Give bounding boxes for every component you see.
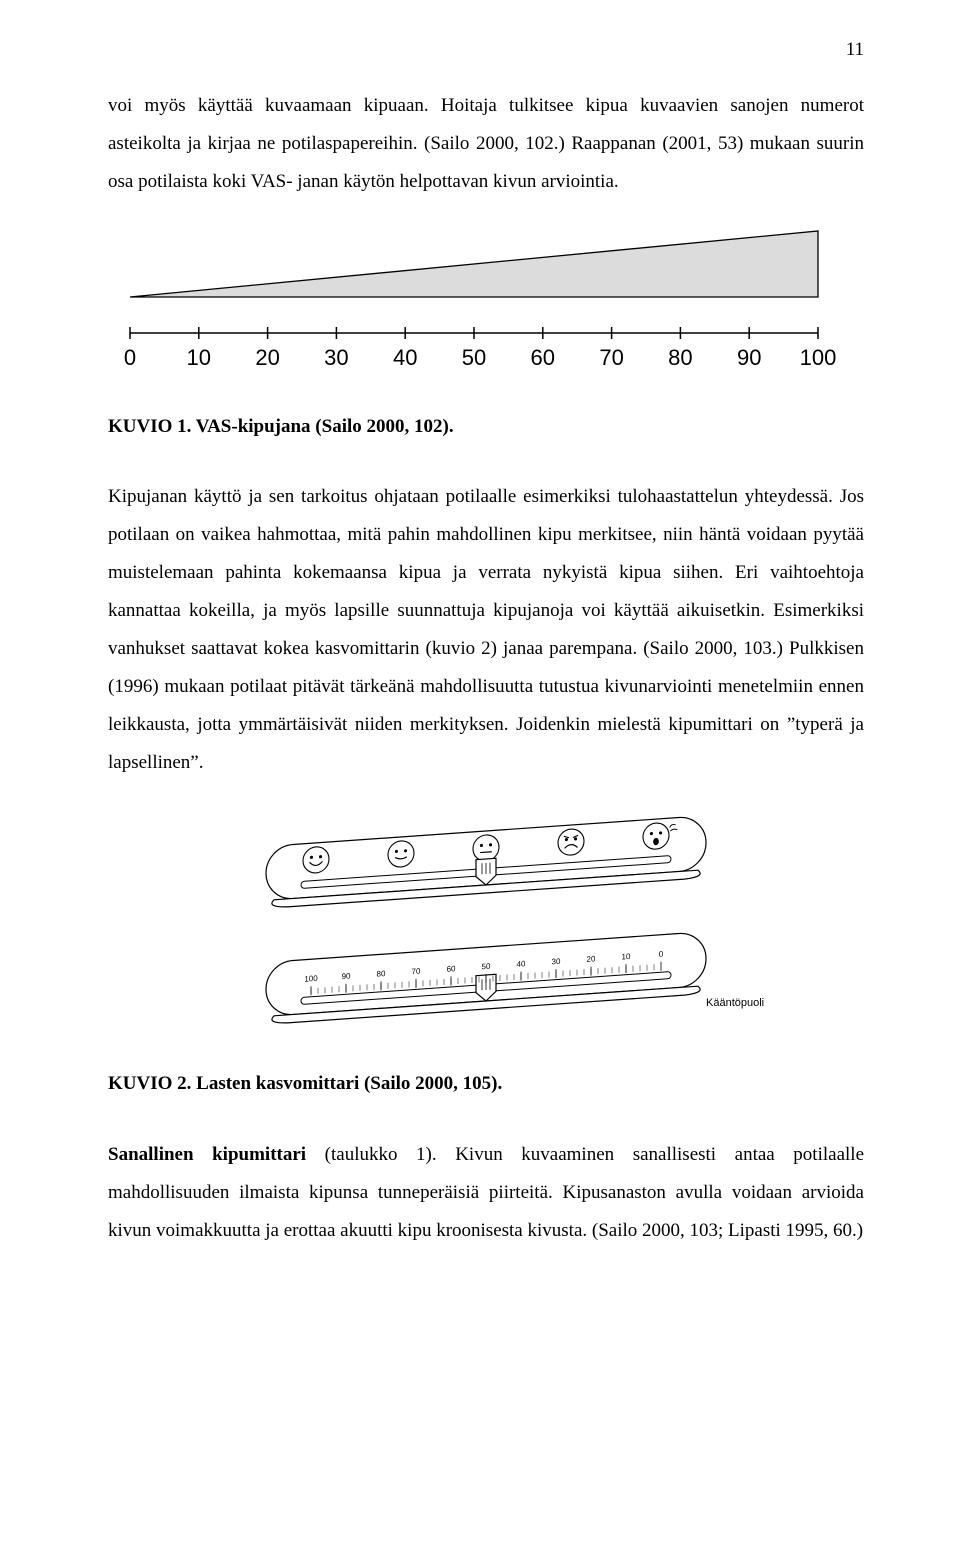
svg-text:40: 40 [517,960,526,970]
vas-wedge [130,231,818,297]
svg-text:30: 30 [324,345,348,370]
svg-text:80: 80 [668,345,692,370]
svg-text:80: 80 [377,969,386,979]
figure-2-caption: KUVIO 2. Lasten kasvomittari (Sailo 2000… [108,1069,864,1099]
svg-text:70: 70 [599,345,623,370]
svg-text:50: 50 [462,345,486,370]
svg-text:10: 10 [187,345,211,370]
figure-2-caption-text: KUVIO 2. Lasten kasvomittari (Sailo 2000… [108,1073,502,1094]
svg-text:Kääntöpuoli: Kääntöpuoli [706,997,764,1009]
svg-text:20: 20 [255,345,279,370]
svg-text:60: 60 [447,964,456,974]
svg-text:70: 70 [412,967,421,977]
figure-2-face-meter: 1009080706050403020100Kääntöpuoli [108,806,864,1051]
svg-text:0: 0 [124,345,136,370]
svg-text:100: 100 [800,345,837,370]
svg-text:30: 30 [552,957,561,967]
paragraph-3-lead: Sanallinen kipumittari [108,1144,306,1165]
figure-1-caption: KUVIO 1. VAS-kipujana (Sailo 2000, 102). [108,412,864,442]
svg-text:20: 20 [587,955,596,965]
vas-tick-labels: 0 10 20 30 40 50 60 70 80 90 100 [124,345,836,370]
svg-text:50: 50 [482,962,491,972]
svg-text:60: 60 [531,345,555,370]
paragraph-1: voi myös käyttää kuvaamaan kipuaan. Hoit… [108,87,864,201]
figure-1-caption-text: KUVIO 1. VAS-kipujana (Sailo 2000, 102). [108,416,454,437]
svg-text:90: 90 [342,972,351,982]
svg-text:100: 100 [304,974,318,984]
svg-text:40: 40 [393,345,417,370]
svg-text:0: 0 [659,950,664,959]
svg-text:10: 10 [622,952,631,962]
paragraph-3: Sanallinen kipumittari (taulukko 1). Kiv… [108,1136,864,1250]
figure-1-vas-scale: 0 10 20 30 40 50 60 70 80 90 100 [108,225,864,394]
page-number: 11 [108,40,864,59]
paragraph-2: Kipujanan käyttö ja sen tarkoitus ohjata… [108,478,864,782]
svg-text:90: 90 [737,345,761,370]
